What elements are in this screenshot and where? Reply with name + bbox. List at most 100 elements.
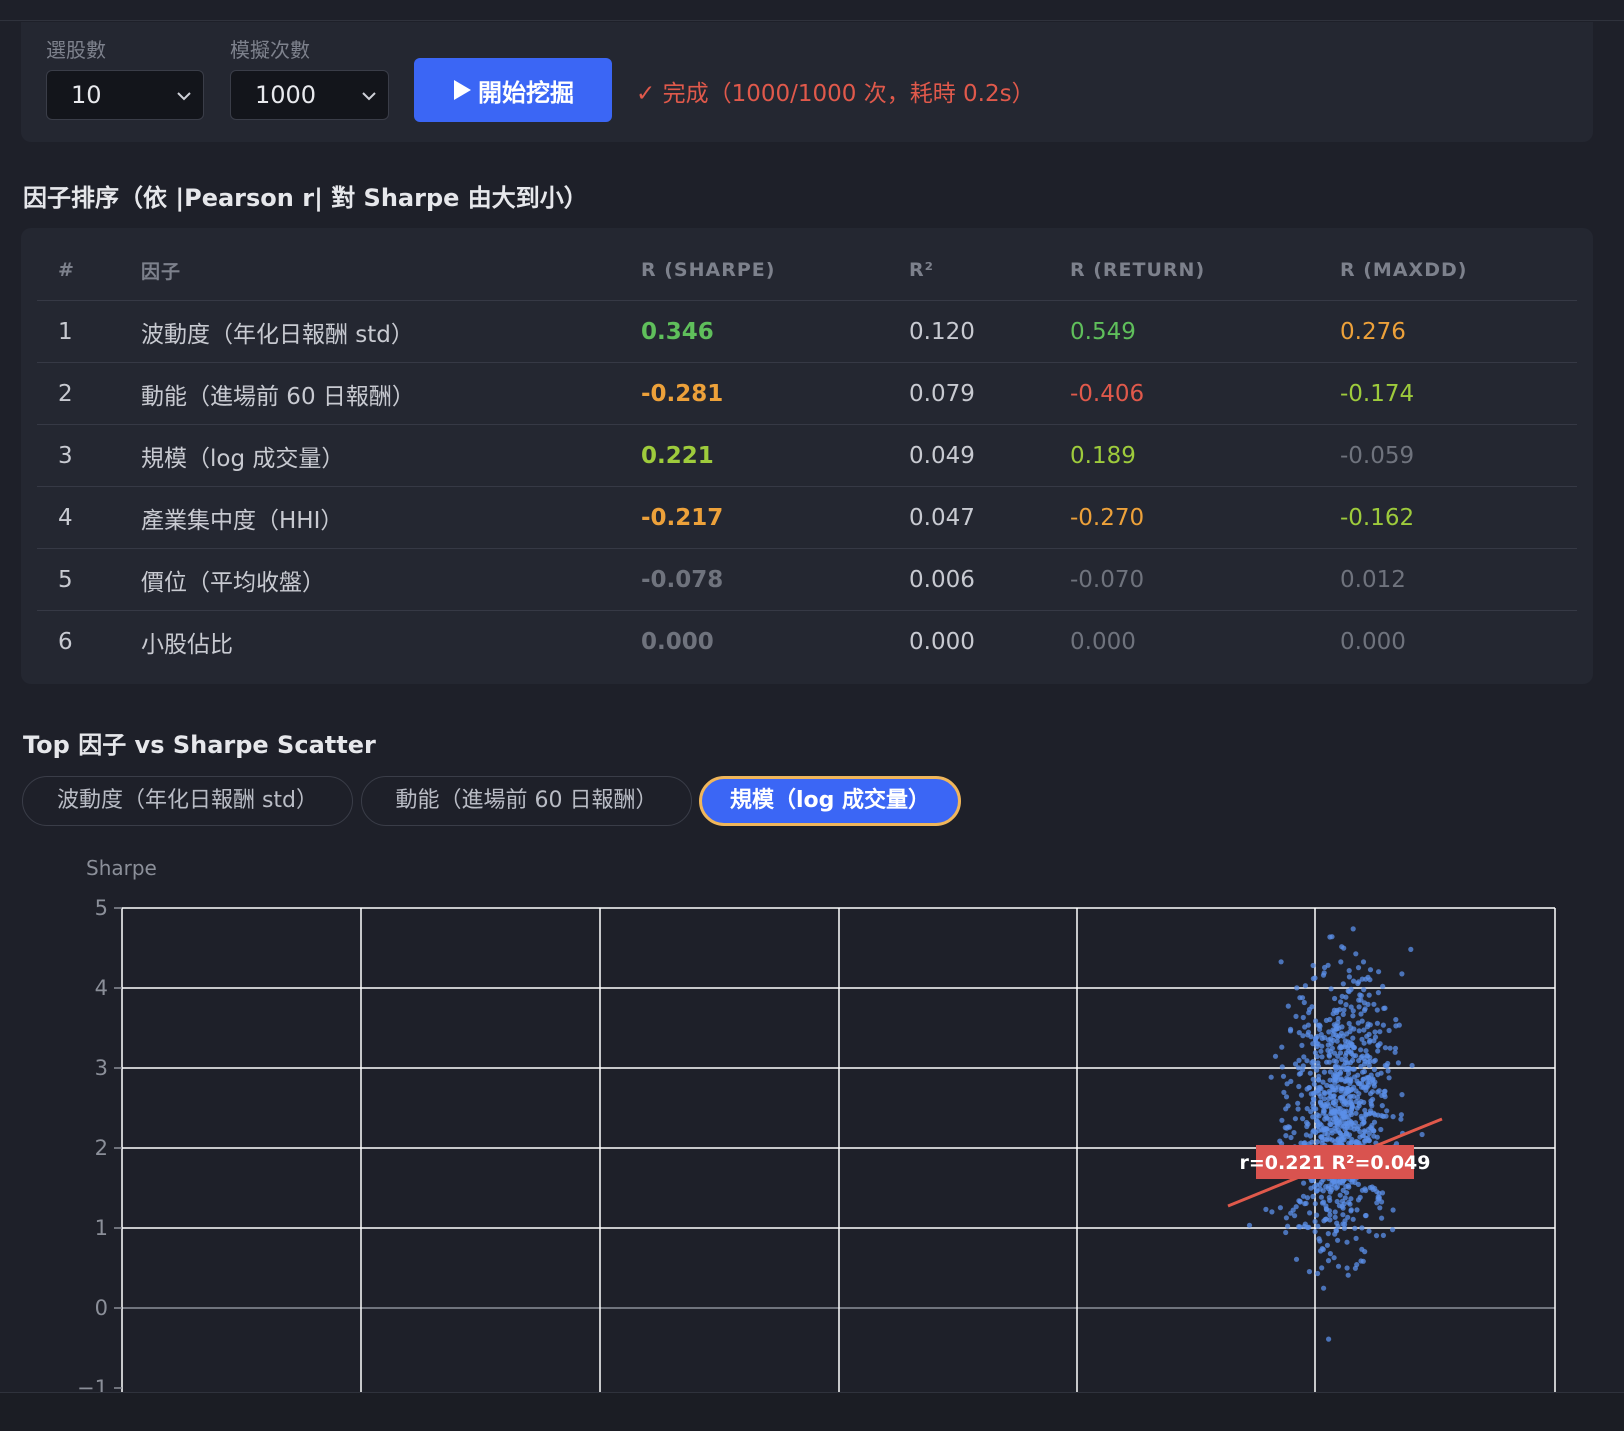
scatter-point	[1312, 1229, 1318, 1235]
scatter-point	[1310, 1096, 1316, 1102]
y-tick-label: 3	[95, 1056, 108, 1080]
scatter-point	[1296, 1198, 1302, 1204]
scatter-point	[1393, 1023, 1399, 1029]
scatter-point	[1365, 974, 1371, 980]
scatter-point	[1318, 1194, 1324, 1200]
scatter-point	[1269, 1209, 1275, 1215]
scatter-point	[1303, 1132, 1309, 1138]
scatter-point	[1312, 1218, 1318, 1225]
scatter-point	[1345, 1214, 1351, 1220]
scatter-point	[1333, 1115, 1339, 1121]
scatter-point	[1375, 990, 1381, 996]
scatter-point	[1325, 1258, 1332, 1264]
scatter-point	[1363, 1212, 1369, 1219]
scatter-point	[1306, 1269, 1312, 1275]
scatter-point	[1355, 1197, 1362, 1203]
scatter-point	[1314, 1033, 1320, 1040]
header-rank: #	[37, 240, 141, 301]
sim-count-select[interactable]: 1000	[230, 70, 389, 120]
r2-cell: 0.049	[909, 424, 1070, 487]
header-r-return: R (RETURN)	[1070, 240, 1340, 301]
scatter-point	[1246, 1222, 1253, 1228]
scatter-point	[1300, 1033, 1306, 1039]
scatter-point	[1342, 1060, 1349, 1066]
scatter-point	[1398, 1116, 1404, 1122]
scatter-point	[1320, 1079, 1326, 1085]
scatter-point	[1296, 1030, 1302, 1036]
scatter-point	[1346, 974, 1352, 980]
r2-cell: 0.006	[909, 548, 1070, 611]
scatter-point	[1348, 1207, 1354, 1213]
tab-volatility[interactable]: 波動度（年化日報酬 std）	[22, 776, 353, 826]
scatter-point	[1371, 1110, 1377, 1116]
scatter-point	[1310, 1041, 1316, 1047]
scatter-point	[1307, 1210, 1313, 1216]
scatter-point	[1329, 1084, 1335, 1090]
scatter-point	[1307, 1070, 1313, 1076]
scatter-point	[1358, 1047, 1364, 1053]
scatter-point	[1310, 962, 1316, 969]
ranking-table: # 因子 R (SHARPE) R² R (RETURN) R (MAXDD) 1 波動度（…	[37, 240, 1577, 672]
scatter-point	[1366, 1062, 1372, 1069]
scatter-point	[1351, 1044, 1357, 1051]
scatter-point	[1360, 1258, 1366, 1264]
table-row: 6 小股佔比 0.000 0.000 0.000 0.000	[37, 611, 1577, 673]
stock-count-select[interactable]: 10	[46, 70, 204, 120]
scatter-point	[1335, 1015, 1341, 1022]
scatter-point	[1351, 1126, 1357, 1132]
scatter-point	[1295, 1100, 1301, 1106]
scatter-point	[1335, 1237, 1341, 1243]
scatter-point	[1331, 1058, 1337, 1064]
r-return-cell: 0.000	[1070, 628, 1136, 655]
scatter-point	[1280, 1073, 1287, 1079]
table-row: 1 波動度（年化日報酬 std） 0.346 0.120 0.549 0.276	[37, 300, 1577, 363]
rank-cell: 3	[37, 424, 141, 487]
tab-momentum[interactable]: 動能（進場前 60 日報酬）	[361, 776, 692, 826]
scatter-point	[1306, 1085, 1312, 1091]
scatter-point	[1381, 1005, 1387, 1011]
scatter-point	[1321, 1285, 1327, 1291]
scatter-point	[1343, 1090, 1350, 1096]
start-mining-button[interactable]: 開始挖掘	[414, 58, 612, 122]
scatter-point	[1363, 1111, 1369, 1117]
scatter-point	[1362, 1186, 1368, 1192]
factor-cell: 規模（log 成交量）	[141, 424, 641, 487]
header-r-maxdd: R (MAXDD)	[1340, 240, 1577, 301]
scatter-point	[1301, 1180, 1307, 1186]
scatter-point	[1342, 1066, 1348, 1072]
factor-cell: 波動度（年化日報酬 std）	[141, 300, 641, 363]
scatter-point	[1334, 1198, 1340, 1205]
scatter-point	[1292, 1116, 1298, 1122]
scatter-point	[1332, 1214, 1338, 1220]
scatter-point	[1328, 986, 1334, 992]
scatter-point	[1281, 1089, 1287, 1095]
scatter-point	[1319, 1043, 1325, 1049]
r2-cell: 0.120	[909, 300, 1070, 363]
scatter-point	[1386, 1027, 1392, 1034]
scatter-point	[1380, 1232, 1386, 1238]
scatter-point	[1379, 1215, 1385, 1221]
rank-cell: 4	[37, 486, 141, 549]
scatter-point	[1307, 1133, 1314, 1139]
scatter-point	[1327, 934, 1333, 940]
scatter-point	[1338, 1133, 1344, 1139]
scatter-point	[1363, 1084, 1369, 1090]
annotation-box	[1256, 1145, 1414, 1179]
scatter-point	[1348, 1196, 1354, 1202]
y-tick-label: 4	[95, 976, 108, 1000]
scatter-point	[1390, 1227, 1396, 1233]
scatter-point	[1359, 976, 1365, 982]
scatter-point	[1338, 999, 1344, 1005]
scatter-point	[1342, 1044, 1348, 1050]
scatter-point	[1288, 1078, 1294, 1084]
scatter-point	[1372, 1029, 1378, 1035]
scatter-point	[1342, 1038, 1348, 1044]
tab-size[interactable]: 規模（log 成交量）	[699, 776, 961, 826]
scatter-point	[1310, 1090, 1317, 1097]
scatter-point	[1375, 1072, 1381, 1078]
scatter-point	[1296, 1083, 1302, 1090]
scatter-point	[1366, 992, 1372, 998]
scatter-point	[1316, 1236, 1322, 1242]
scatter-point	[1317, 1121, 1323, 1127]
scatter-point	[1350, 1216, 1356, 1222]
